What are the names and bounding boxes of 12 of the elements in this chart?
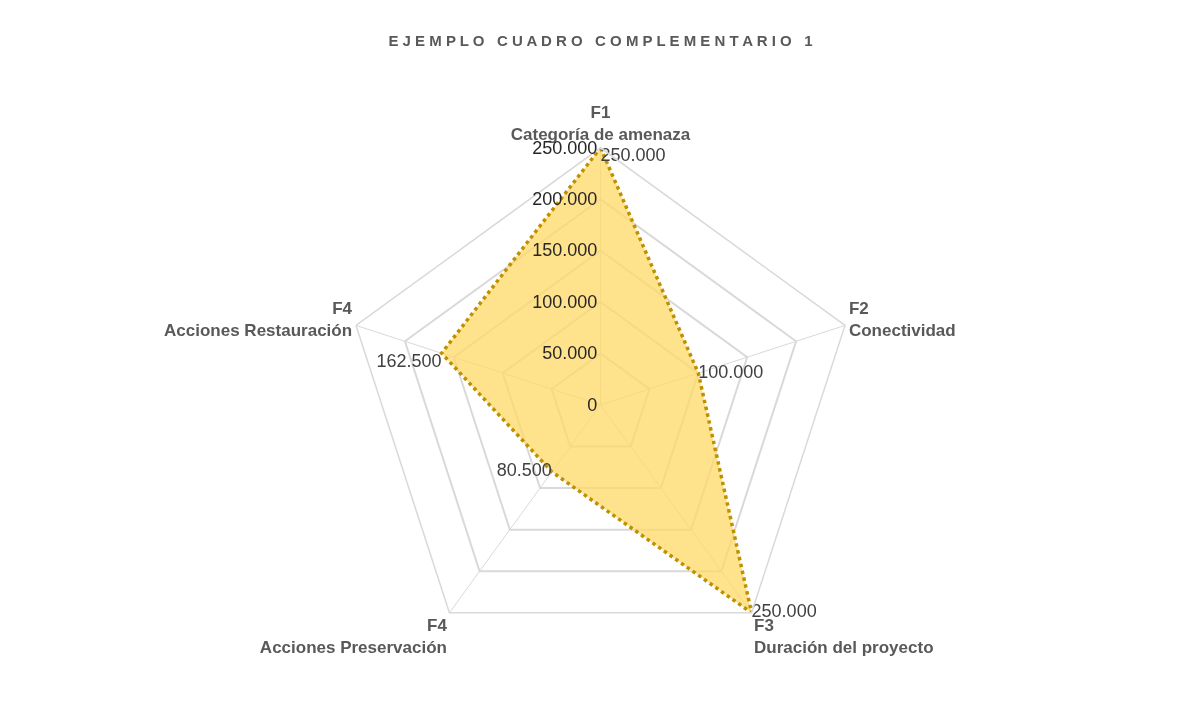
data-label: 162.500	[376, 350, 442, 371]
chart-title: E J E M P L O C U A D R O C O M P L E M E N T A R I O 1	[388, 31, 813, 49]
y-tick-label: 200.000	[532, 189, 598, 210]
y-tick-label: 100.000	[532, 291, 598, 312]
data-label: 80.500	[496, 460, 552, 481]
spoke-label: F4 Acciones Restauración	[164, 299, 353, 341]
spoke-label: F2 Conectividad	[848, 299, 956, 341]
y-tick-label: 0	[587, 394, 598, 415]
y-tick-label: 150.000	[532, 240, 598, 261]
data-label: 100.000	[698, 361, 764, 382]
y-tick-label: 50.000	[542, 343, 598, 364]
spoke-label: F4 Acciones Preservación	[259, 616, 448, 658]
